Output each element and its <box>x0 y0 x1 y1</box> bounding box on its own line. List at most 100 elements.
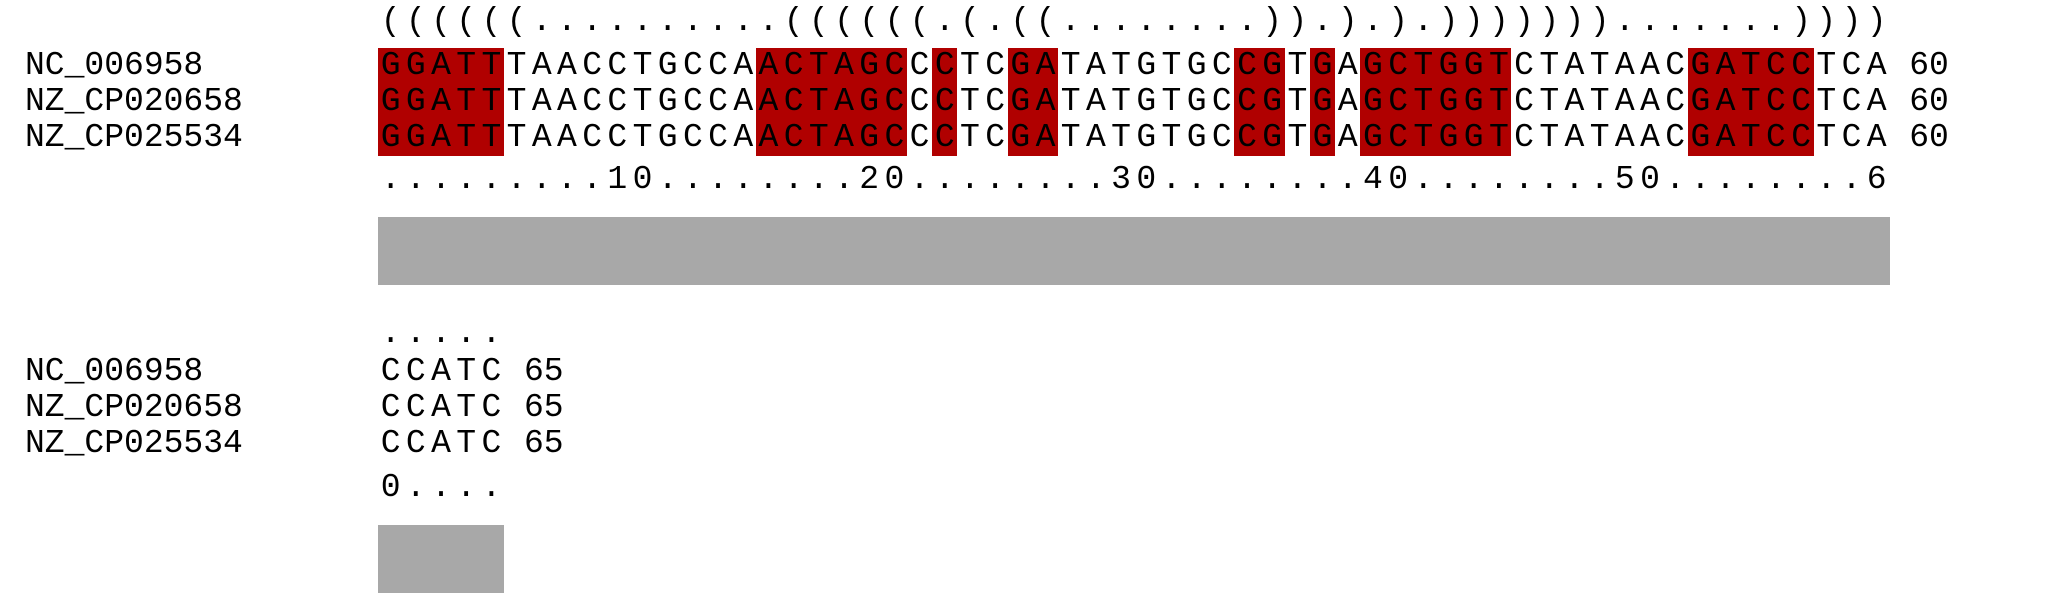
nucleotide: A <box>1337 119 1358 156</box>
ruler-char: . <box>1262 161 1283 198</box>
nucleotide: G <box>1309 120 1336 156</box>
ruler-char: 3 <box>1111 161 1131 198</box>
structure-char: ( <box>481 3 502 40</box>
ruler-char: . <box>1287 161 1308 198</box>
nucleotide: T <box>1486 120 1512 156</box>
ruler-char: . <box>1488 161 1509 198</box>
nucleotide: C <box>909 119 930 156</box>
nucleotide: A <box>557 83 577 120</box>
structure-char: ( <box>884 3 905 40</box>
ruler-char: . <box>808 161 829 198</box>
nucleotide: A <box>1032 120 1059 156</box>
nucleotide: T <box>1287 83 1308 120</box>
structure-char: ) <box>1589 3 1610 40</box>
nucleotide: T <box>1816 119 1837 156</box>
structure-char: ( <box>1010 3 1031 40</box>
nucleotide: T <box>960 119 980 156</box>
ruler-char: . <box>481 161 502 198</box>
nucleotide: A <box>428 48 454 84</box>
ruler-char: 4 <box>1363 161 1383 198</box>
structure-char: . <box>985 3 1005 40</box>
ruler-char: . <box>1161 161 1182 198</box>
nucleotide: A <box>831 120 857 156</box>
nucleotide: A <box>755 120 781 156</box>
nucleotide: T <box>632 119 653 156</box>
nucleotide: G <box>1360 120 1386 156</box>
ruler-char: . <box>431 469 451 506</box>
ruler-char: . <box>1514 161 1534 198</box>
nucleotide: G <box>403 120 429 156</box>
nucleotide: T <box>478 48 504 84</box>
ruler-char: . <box>1438 161 1459 198</box>
nucleotide: G <box>1461 84 1487 120</box>
nucleotide: C <box>380 389 401 426</box>
nucleotide: G <box>1136 83 1157 120</box>
ruler-char: . <box>431 161 451 198</box>
ruler-char: . <box>934 161 955 198</box>
ruler-char: . <box>1665 161 1686 198</box>
nucleotide: C <box>405 353 426 390</box>
nucleotide: G <box>378 120 404 156</box>
nucleotide: A <box>1564 119 1585 156</box>
structure-line-block2: ..... <box>378 316 504 352</box>
nucleotide: C <box>1234 48 1260 84</box>
nucleotide: G <box>657 83 678 120</box>
nucleotide: T <box>453 84 479 120</box>
nucleotide: G <box>403 84 429 120</box>
structure-char: . <box>758 3 779 40</box>
nucleotide: G <box>856 48 882 84</box>
nucleotide: G <box>378 48 404 84</box>
nucleotide: T <box>1738 120 1764 156</box>
nucleotide: C <box>582 83 602 120</box>
seq-row-3-block2: C C A T C 65 <box>378 426 564 462</box>
ruler-char: . <box>1816 161 1837 198</box>
nucleotide: T <box>1060 47 1081 84</box>
nucleotide: T <box>1410 48 1436 84</box>
nucleotide: T <box>1539 47 1560 84</box>
ruler-char: . <box>1841 161 1862 198</box>
ruler-char: . <box>657 161 678 198</box>
nucleotide: A <box>831 48 857 84</box>
structure-char: ( <box>405 3 426 40</box>
sequence-end-position: 60 <box>1909 47 1949 84</box>
structure-char: ( <box>380 3 401 40</box>
nucleotide: T <box>1161 83 1182 120</box>
nucleotide: G <box>1259 48 1285 84</box>
ruler-char: 2 <box>859 161 880 198</box>
nucleotide: C <box>1665 47 1686 84</box>
sequence-end-position: 65 <box>523 425 564 462</box>
nucleotide: G <box>403 48 429 84</box>
nucleotide: A <box>755 84 781 120</box>
nucleotide: C <box>1385 120 1411 156</box>
nucleotide: C <box>1665 119 1686 156</box>
ruler-char: . <box>380 161 401 198</box>
ruler-char: . <box>456 161 477 198</box>
nucleotide: C <box>708 47 728 84</box>
ruler-char: . <box>405 161 426 198</box>
nucleotide: T <box>1111 119 1131 156</box>
nucleotide: G <box>1136 119 1157 156</box>
structure-char: ) <box>1514 3 1534 40</box>
structure-char: ( <box>859 3 880 40</box>
nucleotide: C <box>985 119 1005 156</box>
nucleotide: T <box>1539 83 1560 120</box>
nucleotide: C <box>1788 84 1814 120</box>
structure-char: . <box>1136 3 1157 40</box>
structure-char: . <box>1186 3 1207 40</box>
nucleotide: G <box>657 119 678 156</box>
nucleotide: A <box>1866 119 1887 156</box>
nucleotide: T <box>1589 119 1610 156</box>
structure-char: . <box>582 3 602 40</box>
ruler-char: . <box>834 161 854 198</box>
nucleotide: C <box>1234 120 1260 156</box>
nucleotide: C <box>781 48 807 84</box>
nucleotide: A <box>1712 84 1739 120</box>
nucleotide: G <box>1186 83 1207 120</box>
nucleotide: C <box>582 119 602 156</box>
nucleotide: C <box>708 119 728 156</box>
nucleotide: G <box>1309 84 1336 120</box>
nucleotide: C <box>708 83 728 120</box>
ruler-char: . <box>1035 161 1056 198</box>
nucleotide: A <box>1640 47 1660 84</box>
